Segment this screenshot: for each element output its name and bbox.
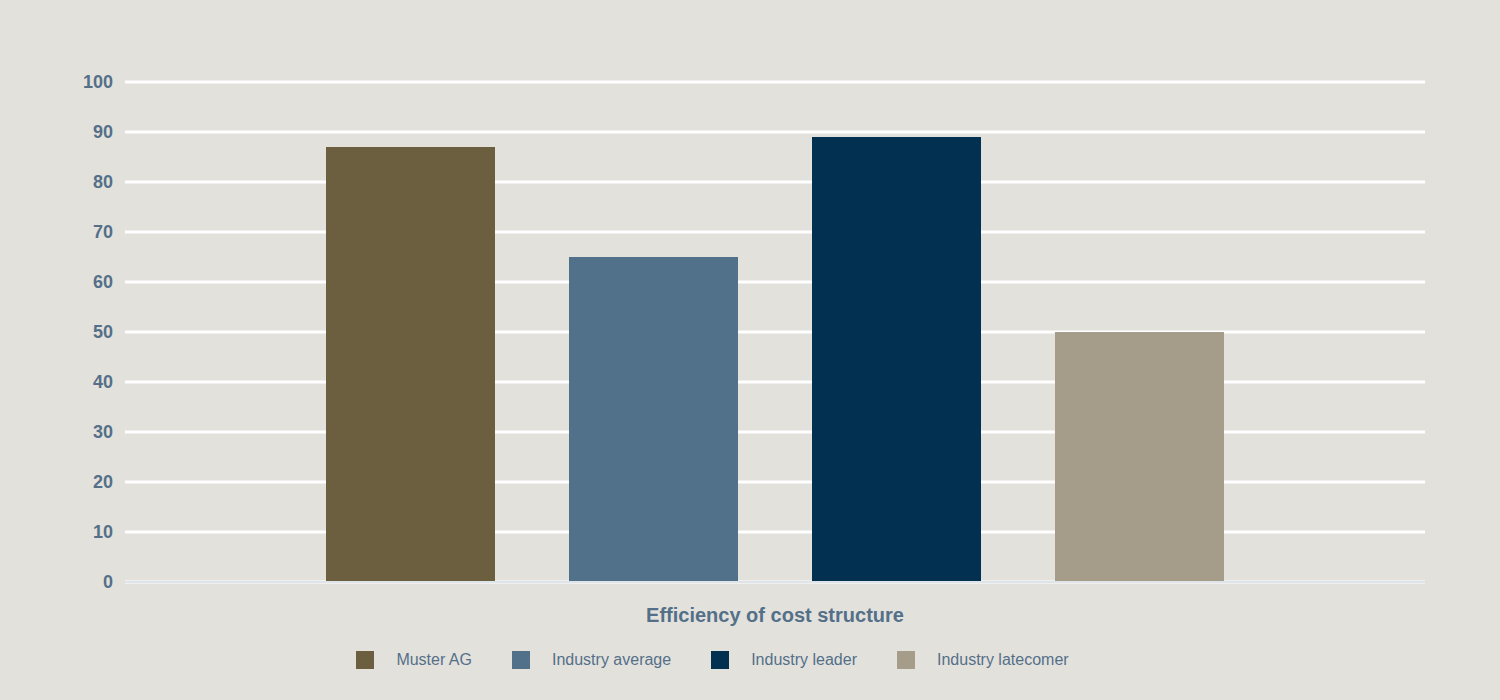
svg-text:10: 10 [93, 522, 113, 542]
html-text:Muster AG: Muster AG [396, 651, 472, 668]
svg-text:30: 30 [93, 422, 113, 442]
html-text:Industry latecomer: Industry latecomer [937, 651, 1069, 668]
html-text:Industry leader: Industry leader [751, 651, 857, 668]
svg-text:0: 0 [103, 572, 113, 592]
svg-text:90: 90 [93, 122, 113, 142]
svg-text:100: 100 [83, 72, 113, 92]
html-text:Industry average: Industry average [552, 651, 672, 668]
svg-text:20: 20 [93, 472, 113, 492]
svg-text:40: 40 [93, 372, 113, 392]
svg-text:50: 50 [93, 322, 113, 342]
svg-text:80: 80 [93, 172, 113, 192]
svg-text:70: 70 [93, 222, 113, 242]
svg-text:60: 60 [93, 272, 113, 292]
svg-text:Efficiency of cost structure: Efficiency of cost structure [646, 604, 904, 626]
